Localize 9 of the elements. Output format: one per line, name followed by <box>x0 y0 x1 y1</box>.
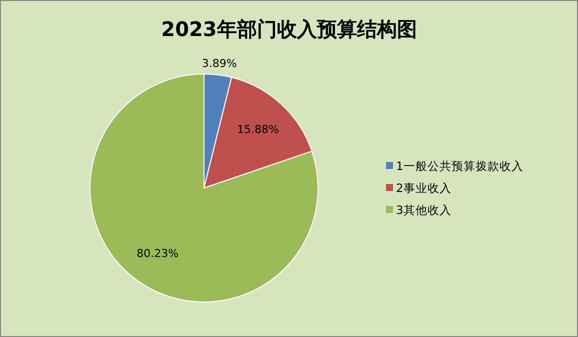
chart-title: 2023年部门收入预算结构图 <box>161 17 417 41</box>
legend-label: 2事业收入 <box>396 181 452 195</box>
data-label: 3.89% <box>202 56 237 70</box>
legend-label: 3其他收入 <box>396 203 452 217</box>
data-label: 15.88% <box>237 123 279 136</box>
data-label: 80.23% <box>136 246 179 260</box>
pie-slice <box>204 76 312 188</box>
pie-slice <box>90 74 318 302</box>
legend-label: 1一般公共预算拨款收入 <box>396 159 524 173</box>
